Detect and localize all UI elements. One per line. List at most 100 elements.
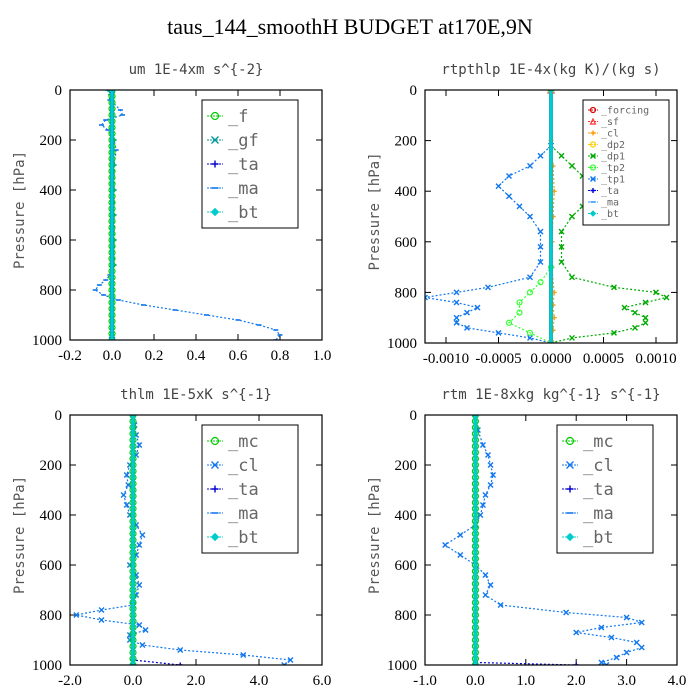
series-ta-point [177, 662, 183, 665]
series-ta [130, 415, 183, 665]
legend-entry-ta: _ta [207, 480, 259, 500]
legend-entry-bt: _bt [207, 203, 259, 223]
y-tick-label: 200 [40, 458, 63, 474]
series-cl-point [136, 582, 143, 588]
series-cl-point [573, 629, 580, 636]
x-tick-label: 2.0 [187, 673, 206, 689]
series-tp1-point [516, 203, 523, 210]
series-cl-point [139, 532, 146, 538]
legend-label: _ma [583, 504, 614, 524]
x-tick-label: -0.0010 [423, 351, 469, 367]
legend-label: _dp1 [601, 152, 625, 163]
y-tick-label: 0 [55, 408, 63, 424]
legend-marker [589, 141, 597, 148]
x-tick-label: 4.0 [668, 673, 687, 689]
series-tp1-point [464, 324, 470, 331]
legend-entry-dp2: _dp2 [588, 140, 625, 151]
y-tick-label: 1000 [32, 333, 62, 349]
series-cl-point [457, 532, 464, 538]
legend-label: _bt [583, 528, 614, 548]
legend-label: _cl [601, 129, 619, 140]
series-dp1-point [611, 284, 617, 291]
legend-marker [210, 111, 220, 121]
series-tp1-point [527, 274, 533, 281]
series-cl-point [482, 492, 489, 498]
x-tick-label: 0.0 [124, 673, 143, 689]
series-bt [108, 90, 116, 340]
x-tick-label: 0.4 [187, 348, 206, 364]
legend-marker [566, 461, 574, 469]
series-tp1-point [527, 334, 533, 341]
series-ta-line [132, 415, 181, 665]
legend-marker [565, 436, 575, 446]
legend-entry-ta: _ta [562, 480, 614, 500]
x-tick-label: -1.0 [413, 673, 437, 689]
series-cl-point [120, 492, 127, 498]
legend-marker [211, 485, 219, 493]
legend-label: _ta [583, 480, 614, 500]
legend-label: _tp2 [601, 163, 625, 174]
legend-marker [210, 532, 220, 542]
legend-marker [589, 117, 597, 125]
y-tick-label: 400 [395, 184, 418, 200]
legend-marker [210, 436, 220, 446]
legend-entry-cl: _cl [207, 456, 259, 476]
legend-marker [589, 106, 597, 114]
legend: _forcing_sf_cl_dp2_dp1_tp2_tp1_ta_ma_bt [582, 99, 670, 226]
series-cl-point [638, 619, 645, 626]
y-tick-label: 800 [40, 283, 63, 299]
series-dp1-point [621, 304, 628, 311]
legend-marker [210, 207, 220, 217]
y-tick-label: 600 [40, 558, 63, 574]
series-tp1-point [425, 294, 428, 301]
y-tick-label: 1000 [387, 336, 417, 352]
series-tp1-point [506, 193, 512, 200]
y-tick-label: 800 [395, 608, 418, 624]
series-cl-point [490, 472, 497, 478]
series-tp1-point [537, 243, 544, 250]
series-cl-point [240, 652, 247, 658]
x-tick-label: 6.0 [313, 673, 332, 689]
series-cl-point [482, 592, 489, 598]
series-cl-point [487, 462, 494, 468]
series-tp1-point [537, 259, 544, 266]
y-tick-label: 400 [40, 508, 63, 524]
legend-marker [590, 176, 596, 182]
series-tp1-point [453, 289, 460, 296]
legend-label: _bt [228, 528, 259, 548]
series-bt-point [547, 339, 555, 343]
series-cl-point [123, 502, 130, 508]
series-bt [547, 90, 555, 343]
series-tp1-point [537, 152, 544, 159]
legend-label: _bt [601, 209, 619, 220]
series-dp1-point [558, 259, 565, 266]
figure-title: taus_144_smoothH BUDGET at170E,9N [167, 14, 533, 39]
series-cl [442, 415, 645, 665]
x-tick-label: 0.0 [103, 348, 122, 364]
legend-label: _ta [228, 480, 259, 500]
series-cl-point [638, 644, 645, 651]
legend-entry-ma: _ma [588, 198, 619, 209]
y-tick-label: 200 [40, 133, 63, 149]
series-cl-point [457, 552, 464, 558]
panel-title: rtm 1E-8xkg kg^{-1} s^{-1} [441, 387, 660, 403]
series-cl-point [598, 659, 605, 665]
series-ta-point [573, 662, 579, 665]
series-dp1-point [569, 334, 575, 341]
x-tick-label: 0.0000 [530, 351, 571, 367]
series-bt-point [129, 415, 137, 419]
series-cl-point [487, 482, 494, 488]
series-tp1-point [506, 173, 512, 180]
series-cl-point [563, 609, 570, 616]
series-tp2-point [526, 329, 534, 336]
series-tp1-point [495, 329, 502, 336]
y-tick-label: 0 [55, 83, 63, 99]
series-tp1-point [485, 284, 491, 291]
legend-label: _ta [601, 186, 619, 197]
chart-panel-4: rtm 1E-8xkg kg^{-1} s^{-1} Pressure [hPa]… [367, 387, 686, 689]
legend-entry-tp2: _tp2 [588, 163, 625, 174]
series-bt-point [108, 90, 116, 94]
x-tick-label: 2.0 [567, 673, 586, 689]
legend-entry-tp1: _tp1 [588, 175, 625, 186]
legend-entry-bt: _bt [562, 528, 614, 548]
